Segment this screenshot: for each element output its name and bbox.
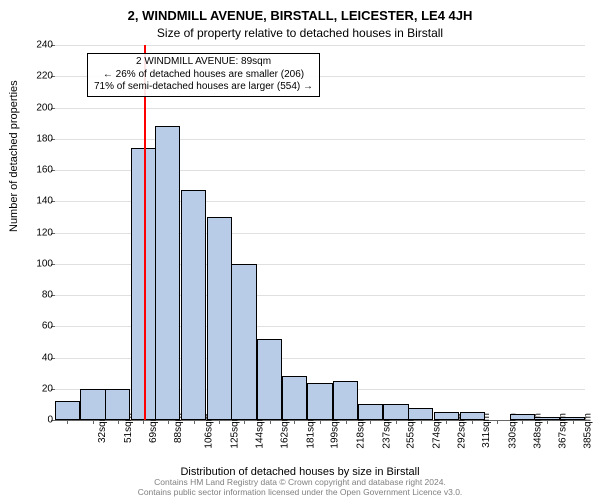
histogram-bar [181,190,206,420]
xtick-mark [370,420,371,424]
xtick-mark [93,420,94,424]
chart-title: 2, WINDMILL AVENUE, BIRSTALL, LEICESTER,… [0,8,600,23]
xtick-mark [270,420,271,424]
histogram-bar [358,404,383,420]
histogram-bar [460,412,485,420]
footer-line2: Contains public sector information licen… [0,488,600,498]
xtick-mark [320,420,321,424]
xtick-mark [244,420,245,424]
xtick-mark [118,420,119,424]
ytick-label: 240 [13,40,53,51]
histogram-bar [105,389,130,420]
histogram-bar [307,383,332,421]
histogram-bar [333,381,358,420]
marker-line [144,45,146,420]
xtick-mark [472,420,473,424]
xtick-mark [522,420,523,424]
xtick-mark [294,420,295,424]
ytick-label: 180 [13,133,53,144]
ytick-label: 200 [13,102,53,113]
xtick-mark [168,420,169,424]
histogram-bar [80,389,105,420]
xtick-mark [497,420,498,424]
ytick-label: 100 [13,258,53,269]
histogram-bar [383,404,408,420]
ytick-label: 160 [13,165,53,176]
ytick-label: 60 [13,321,53,332]
chart-subtitle: Size of property relative to detached ho… [0,26,600,40]
histogram-bar [408,408,433,421]
xtick-mark [143,420,144,424]
gridline [55,45,585,46]
histogram-bar [207,217,232,420]
histogram-bar [155,126,180,420]
histogram-bar [55,401,80,420]
xtick-mark [573,420,574,424]
annotation-line1: 2 WINDMILL AVENUE: 89sqm [94,56,313,69]
ytick-label: 20 [13,383,53,394]
ytick-label: 80 [13,290,53,301]
ytick-label: 40 [13,352,53,363]
footer-attribution: Contains HM Land Registry data © Crown c… [0,478,600,498]
annotation-line2: ← 26% of detached houses are smaller (20… [94,69,313,82]
ytick-label: 0 [13,415,53,426]
histogram-bar [434,412,459,420]
x-axis-label: Distribution of detached houses by size … [0,466,600,478]
xtick-mark [446,420,447,424]
annotation-box: 2 WINDMILL AVENUE: 89sqm← 26% of detache… [87,53,320,97]
xtick-mark [194,420,195,424]
xtick-mark [421,420,422,424]
ytick-label: 120 [13,227,53,238]
xtick-mark [346,420,347,424]
xtick-mark [547,420,548,424]
xtick-mark [219,420,220,424]
gridline [55,139,585,140]
chart-container: 2, WINDMILL AVENUE, BIRSTALL, LEICESTER,… [0,0,600,500]
histogram-bar [257,339,282,420]
plot-area: 02040608010012014016018020022024032sqm51… [55,45,585,421]
ytick-label: 140 [13,196,53,207]
gridline [55,108,585,109]
xtick-mark [396,420,397,424]
annotation-line3: 71% of semi-detached houses are larger (… [94,81,313,94]
histogram-bar [282,376,307,420]
histogram-bar [231,264,256,420]
xtick-mark [67,420,68,424]
ytick-label: 220 [13,71,53,82]
